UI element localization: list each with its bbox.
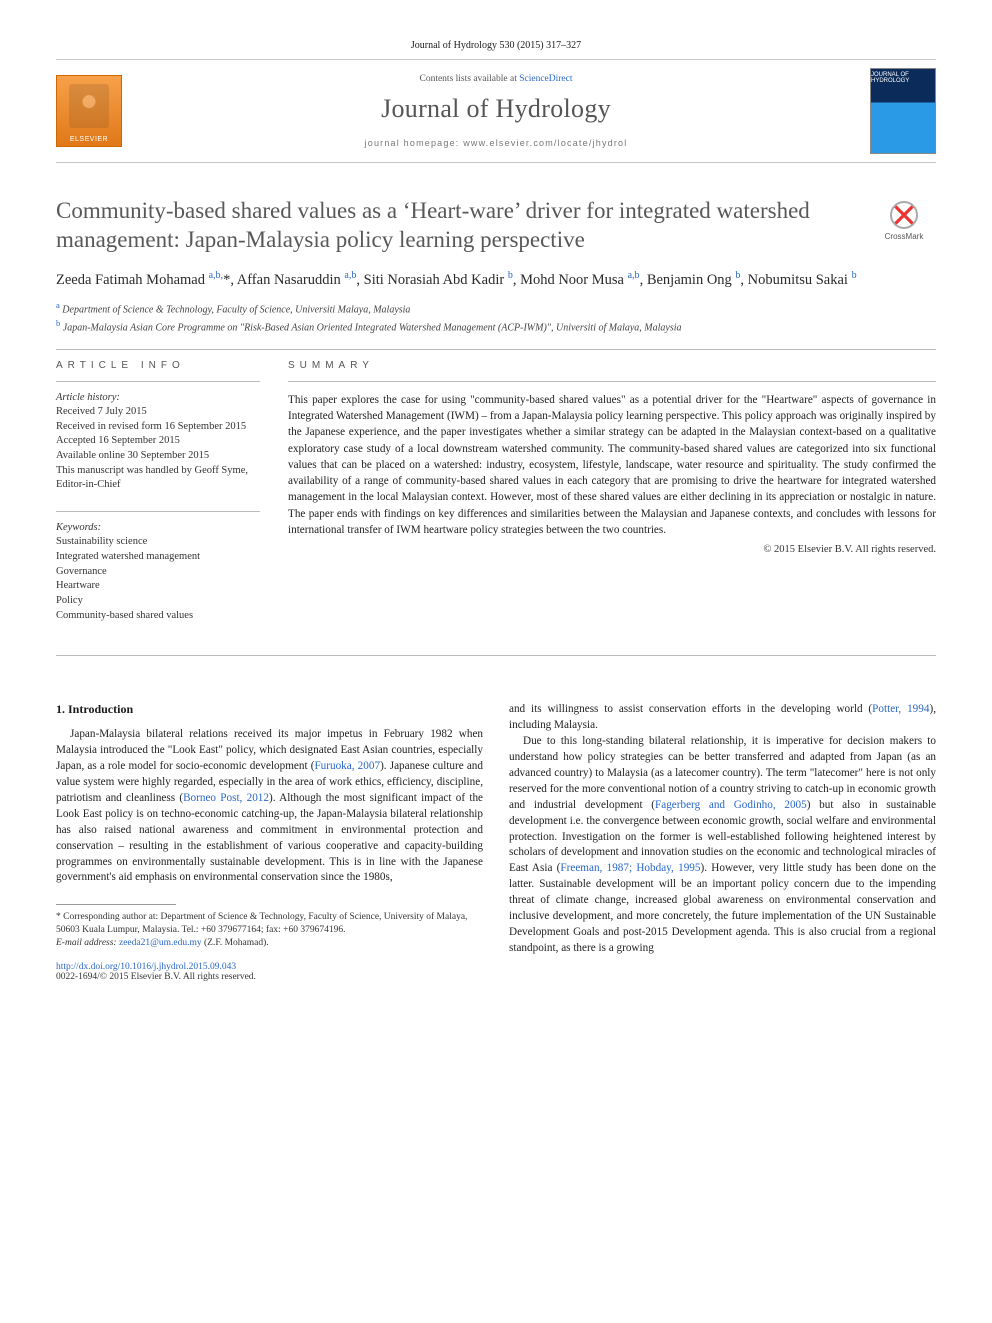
article-history-block: Article history: Received 7 July 2015Rec… — [56, 392, 260, 493]
intro-heading: 1. Introduction — [56, 702, 483, 717]
article-title: Community-based shared values as a ‘Hear… — [56, 197, 936, 255]
sciencedirect-link[interactable]: ScienceDirect — [519, 74, 572, 84]
email-person: (Z.F. Mohamad). — [204, 938, 269, 948]
summary-heading: SUMMARY — [288, 360, 936, 371]
keyword-line: Integrated watershed management — [56, 550, 260, 565]
summary-text: This paper explores the case for using "… — [288, 392, 936, 538]
affiliation-line: a Department of Science & Technology, Fa… — [56, 300, 936, 317]
keyword-line: Policy — [56, 594, 260, 609]
info-summary-row: ARTICLE INFO Article history: Received 7… — [56, 360, 936, 641]
crossmark-label: CrossMark — [885, 232, 924, 241]
journal-header: ELSEVIER Contents lists available at Sci… — [56, 59, 936, 163]
history-line: This manuscript was handled by Geoff Sym… — [56, 464, 260, 493]
body-column-right: and its willingness to assist conservati… — [509, 702, 936, 982]
keyword-line: Sustainability science — [56, 535, 260, 550]
issn-copyright-line: 0022-1694/© 2015 Elsevier B.V. All right… — [56, 972, 483, 982]
keywords-block: Keywords: Sustainability scienceIntegrat… — [56, 522, 260, 623]
contents-prefix: Contents lists available at — [419, 74, 519, 84]
info-rule-2 — [56, 511, 260, 512]
keywords-text: Sustainability scienceIntegrated watersh… — [56, 535, 260, 623]
history-line: Accepted 16 September 2015 — [56, 434, 260, 449]
body-columns: 1. Introduction Japan-Malaysia bilateral… — [56, 702, 936, 982]
intro-text-col1: Japan-Malaysia bilateral relations recei… — [56, 727, 483, 886]
crossmark-badge[interactable]: CrossMark — [872, 201, 936, 241]
keyword-line: Community-based shared values — [56, 609, 260, 624]
author-list: Zeeda Fatimah Mohamad a,b,*, Affan Nasar… — [56, 269, 936, 291]
corresponding-author-footnote: * Corresponding author at: Department of… — [56, 911, 483, 937]
footnote-rule — [56, 904, 176, 905]
info-rule — [56, 381, 260, 382]
journal-homepage-line: journal homepage: www.elsevier.com/locat… — [122, 138, 870, 148]
summary-copyright: © 2015 Elsevier B.V. All rights reserved… — [288, 544, 936, 555]
author-email-link[interactable]: zeeda21@um.edu.my — [119, 938, 202, 948]
email-footnote: E-mail address: zeeda21@um.edu.my (Z.F. … — [56, 937, 483, 950]
title-block: CrossMark Community-based shared values … — [56, 197, 936, 335]
article-info-heading: ARTICLE INFO — [56, 360, 260, 371]
summary-column: SUMMARY This paper explores the case for… — [288, 360, 936, 641]
crossmark-icon — [890, 201, 918, 229]
history-line: Available online 30 September 2015 — [56, 449, 260, 464]
keywords-heading: Keywords: — [56, 522, 260, 533]
journal-cover-thumbnail: JOURNAL OF HYDROLOGY — [870, 68, 936, 154]
history-line: Received in revised form 16 September 20… — [56, 420, 260, 435]
summary-rule — [288, 381, 936, 382]
history-line: Received 7 July 2015 — [56, 405, 260, 420]
divider-rule-2 — [56, 655, 936, 656]
journal-name: Journal of Hydrology — [122, 94, 870, 124]
email-label: E-mail address: — [56, 938, 117, 948]
citation-line: Journal of Hydrology 530 (2015) 317–327 — [56, 40, 936, 51]
doi-link[interactable]: http://dx.doi.org/10.1016/j.jhydrol.2015… — [56, 962, 236, 972]
keyword-line: Governance — [56, 565, 260, 580]
contents-available-line: Contents lists available at ScienceDirec… — [122, 74, 870, 84]
header-center: Contents lists available at ScienceDirec… — [122, 74, 870, 148]
divider-rule — [56, 349, 936, 350]
article-history-heading: Article history: — [56, 392, 260, 403]
affiliation-list: a Department of Science & Technology, Fa… — [56, 300, 936, 335]
article-history-text: Received 7 July 2015Received in revised … — [56, 405, 260, 493]
body-column-left: 1. Introduction Japan-Malaysia bilateral… — [56, 702, 483, 982]
page-root: Journal of Hydrology 530 (2015) 317–327 … — [0, 0, 992, 1012]
elsevier-logo: ELSEVIER — [56, 75, 122, 147]
affiliation-line: b Japan-Malaysia Asian Core Programme on… — [56, 318, 936, 335]
doi-block: http://dx.doi.org/10.1016/j.jhydrol.2015… — [56, 962, 483, 982]
keyword-line: Heartware — [56, 579, 260, 594]
intro-text-col2: and its willingness to assist conservati… — [509, 702, 936, 957]
article-info-column: ARTICLE INFO Article history: Received 7… — [56, 360, 260, 641]
